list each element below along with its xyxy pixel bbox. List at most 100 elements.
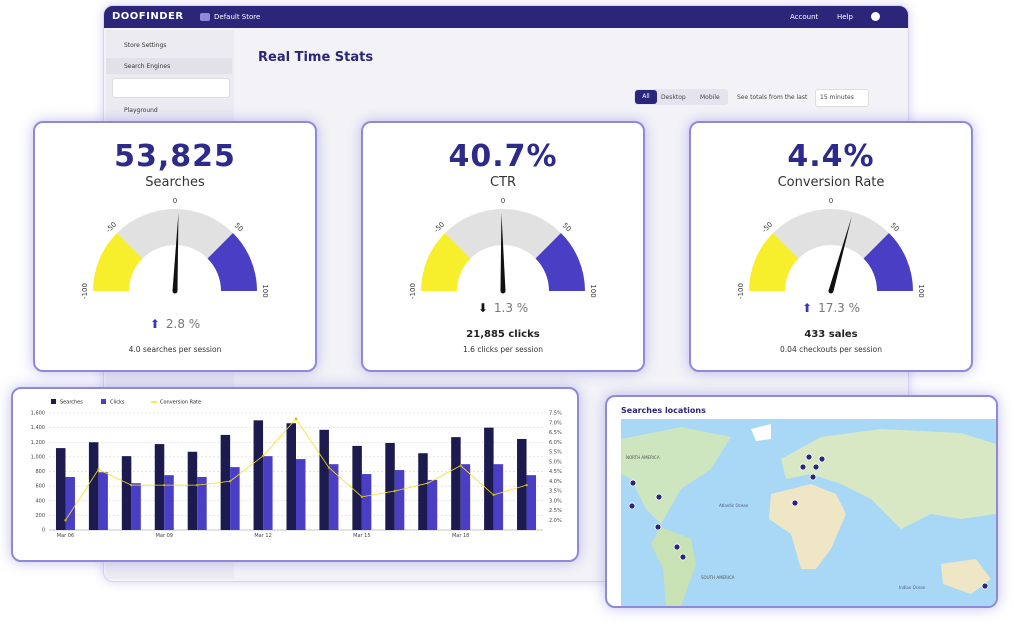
location-marker[interactable] [655, 493, 663, 501]
filter-button[interactable]: Desktop [661, 94, 686, 101]
nav-account[interactable]: Account [790, 13, 819, 21]
gauge-band [445, 209, 561, 259]
location-marker[interactable] [673, 543, 681, 551]
sidebar-item[interactable]: Search Engines [124, 63, 171, 70]
legend-swatch [51, 399, 56, 404]
x-tick-label: Mar 06 [57, 533, 74, 539]
bar [484, 427, 494, 530]
legend-label: Conversion Rate [160, 400, 201, 406]
location-marker[interactable] [818, 455, 826, 463]
gauge: -100 -50 0 50 100 [409, 197, 597, 299]
bar [451, 437, 461, 530]
gauge-band [535, 233, 585, 291]
location-marker[interactable] [628, 502, 636, 510]
gauge-tick-label: 0 [829, 197, 833, 205]
stat-label: Searches [145, 175, 205, 190]
needle-hub [172, 288, 178, 294]
stat-card: -100 -50 0 50 100 53,825 Searches ⬆ 2.8 % 4.0 sea… [33, 121, 317, 372]
stat-count: 21,885 clicks [466, 329, 540, 340]
gauge-band [207, 233, 257, 291]
arrow-up: ⬆ [149, 317, 160, 331]
bar [98, 472, 108, 530]
change: ⬆ 17.3 % [691, 301, 971, 315]
location-marker[interactable] [799, 463, 807, 471]
gauge-band [863, 233, 913, 291]
y2-tick-label: 6.5% [549, 430, 562, 436]
store-selector[interactable]: Default Store [214, 13, 261, 21]
sidebar-active [106, 58, 232, 74]
engine-select[interactable] [112, 78, 230, 98]
legend-label: Clicks [110, 400, 125, 406]
line-point [327, 466, 331, 469]
gauge-band [773, 209, 889, 259]
bar [230, 467, 240, 530]
gauge-tick-label: 0 [501, 197, 505, 205]
line-point [294, 417, 298, 421]
location-marker[interactable] [629, 479, 637, 487]
sidebar-item[interactable]: Store Settings [124, 42, 167, 49]
gauge-tick-label: 100 [261, 284, 269, 297]
gauge-tick-label: -50 [432, 220, 446, 234]
needle-hub [500, 288, 506, 294]
filter-button[interactable]: All [635, 90, 657, 104]
filter-button[interactable]: Mobile [700, 94, 720, 101]
y2-tick-label: 3.5% [549, 489, 562, 495]
gauge-needle [172, 213, 179, 292]
stat-card: -100 -50 0 50 100 40.7% CTR ⬇ 1.3 % 21,885 clicks… [361, 121, 645, 372]
line-point [64, 519, 67, 522]
location-marker[interactable] [805, 453, 813, 461]
y2-tick-label: 7.0% [549, 420, 562, 426]
y-tick-label: 1,400 [31, 425, 45, 431]
location-marker[interactable] [981, 582, 989, 590]
bar [361, 474, 372, 530]
stat-detail: 1.6 clicks per session [463, 345, 543, 354]
location-marker[interactable] [654, 523, 662, 531]
bar [55, 448, 66, 530]
change-value: 2.8 % [165, 317, 201, 331]
stat-value: 40.7% [448, 139, 558, 174]
gauge: -100 -50 0 50 100 [81, 197, 269, 299]
bar [394, 470, 405, 530]
sidebar-item[interactable]: Playground [124, 107, 158, 114]
location-marker[interactable] [791, 499, 799, 507]
nav-help[interactable]: Help [837, 13, 853, 21]
y2-tick-label: 6.0% [549, 440, 562, 446]
location-marker[interactable] [809, 473, 817, 481]
line-point [459, 464, 462, 467]
gauge-tick-label: 50 [889, 221, 901, 233]
period-select[interactable]: 15 minutes [815, 89, 869, 107]
map: NORTH AMERICA SOUTH AMERICA Atlantic Oce… [621, 419, 996, 606]
gauge-tick-label: -100 [81, 283, 89, 299]
stat-value: 4.4% [787, 139, 875, 174]
bar [263, 456, 273, 530]
location-marker[interactable] [679, 553, 687, 561]
bar [197, 476, 207, 530]
land [781, 429, 996, 529]
x-tick-label: Mar 12 [254, 533, 271, 539]
y-tick-label: 1,000 [31, 454, 45, 460]
gauge-band [421, 233, 471, 291]
user-icon[interactable] [871, 12, 880, 21]
map-card: Searches locations NORTH AMERICA SOUTH A… [605, 395, 998, 608]
map-label: SOUTH AMERICA [701, 575, 735, 580]
line-point [360, 495, 364, 499]
gauge-tick-label: 50 [233, 221, 245, 233]
line-point [525, 483, 528, 487]
y2-tick-label: 4.5% [549, 469, 562, 475]
bar [131, 483, 141, 530]
y-tick-label: 600 [35, 484, 45, 490]
bar [493, 464, 504, 530]
y-tick-label: 400 [35, 498, 45, 504]
bar [328, 464, 339, 530]
line-point [196, 483, 199, 487]
change-value: 1.3 % [493, 301, 529, 315]
change: ⬆ 2.8 % [35, 317, 315, 331]
stat-count: 433 sales [804, 329, 858, 340]
bar [460, 464, 471, 530]
line-point [492, 493, 495, 497]
combo-chart: 0 200 400 600 800 1,000 1,200 1,400 1,600 2.0% 2.5… [31, 399, 562, 539]
gauge-needle [500, 213, 506, 292]
gauge-tick-label: 100 [917, 284, 925, 297]
bar [220, 434, 231, 530]
location-marker[interactable] [812, 463, 820, 471]
